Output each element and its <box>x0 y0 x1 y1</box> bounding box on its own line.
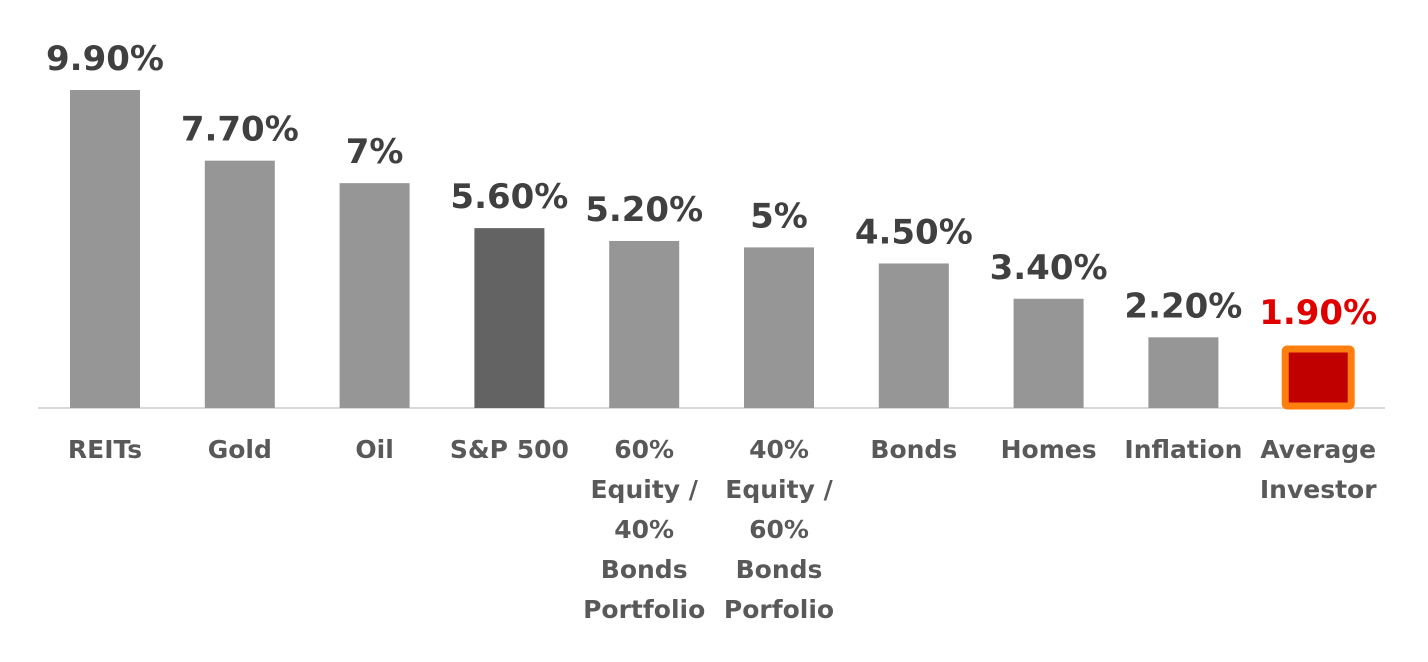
bar <box>744 247 814 408</box>
category-label-line: Bonds <box>870 435 957 464</box>
category-label-line: 40% <box>749 435 809 464</box>
category-label: Gold <box>208 435 272 464</box>
category-label-line: Portfolio <box>583 595 705 624</box>
category-label-line: Bonds <box>601 555 688 584</box>
category-label-line: Porfolio <box>724 595 834 624</box>
data-label: 5.60% <box>450 177 568 217</box>
category-label-line: 40% <box>614 515 674 544</box>
bar <box>339 183 410 408</box>
category-label-line: Bonds <box>736 555 823 584</box>
bar-group: 7.70% Gold <box>181 110 299 464</box>
bar <box>609 240 680 408</box>
category-label: REITs <box>68 435 142 464</box>
data-label: 4.50% <box>855 212 973 252</box>
bar-group: 7% Oil <box>339 132 410 464</box>
category-label-line: Gold <box>208 435 272 464</box>
category-label: 40% Equity / 60% Bonds Porfolio <box>724 435 834 624</box>
data-label: 1.90% <box>1259 293 1377 333</box>
bar-group: 5.60% S&P 500 <box>450 177 569 464</box>
category-label-line: 60% <box>749 515 809 544</box>
bar-group: 3.40% Homes <box>990 248 1108 464</box>
bar <box>70 90 140 408</box>
category-label-line: Oil <box>355 435 393 464</box>
bar <box>1148 337 1219 408</box>
bar-group: 4.50% Bonds <box>855 212 973 464</box>
category-label-line: Average <box>1260 435 1376 464</box>
bar-highlight <box>1281 345 1355 410</box>
bar <box>204 160 275 408</box>
bar-group: 5% 40% Equity / 60% Bonds Porfolio <box>724 196 834 624</box>
category-label-line: Inflation <box>1124 435 1242 464</box>
category-label-line: Homes <box>1001 435 1097 464</box>
category-label: Homes <box>1001 435 1097 464</box>
category-label-line: Equity / <box>590 475 698 504</box>
data-label: 5.20% <box>585 190 703 230</box>
category-label-line: S&P 500 <box>450 435 569 464</box>
data-label: 2.20% <box>1124 286 1242 326</box>
category-label-line: Investor <box>1260 475 1377 504</box>
bar-group: 1.90% Average Investor <box>1259 293 1377 504</box>
category-label: 60% Equity / 40% Bonds Portfolio <box>583 435 705 624</box>
data-label: 7.70% <box>181 110 299 150</box>
bar-group: 2.20% Inflation <box>1124 286 1242 464</box>
category-label-line: 60% <box>614 435 674 464</box>
category-label: Oil <box>355 435 393 464</box>
category-label-line: Equity / <box>725 475 833 504</box>
category-label: Bonds <box>870 435 957 464</box>
data-label: 3.40% <box>990 248 1108 288</box>
data-label: 5% <box>750 196 808 236</box>
category-label: S&P 500 <box>450 435 569 464</box>
bar <box>474 228 545 408</box>
data-label: 7% <box>346 132 404 172</box>
bar-group: 9.90% REITs <box>46 39 164 464</box>
category-label: Average Investor <box>1260 435 1377 504</box>
category-label: Inflation <box>1124 435 1242 464</box>
category-label-line: REITs <box>68 435 142 464</box>
bar <box>1013 298 1084 408</box>
data-label: 9.90% <box>46 39 164 79</box>
bar-group: 5.20% 60% Equity / 40% Bonds Portfolio <box>583 190 705 624</box>
bar <box>878 263 949 408</box>
